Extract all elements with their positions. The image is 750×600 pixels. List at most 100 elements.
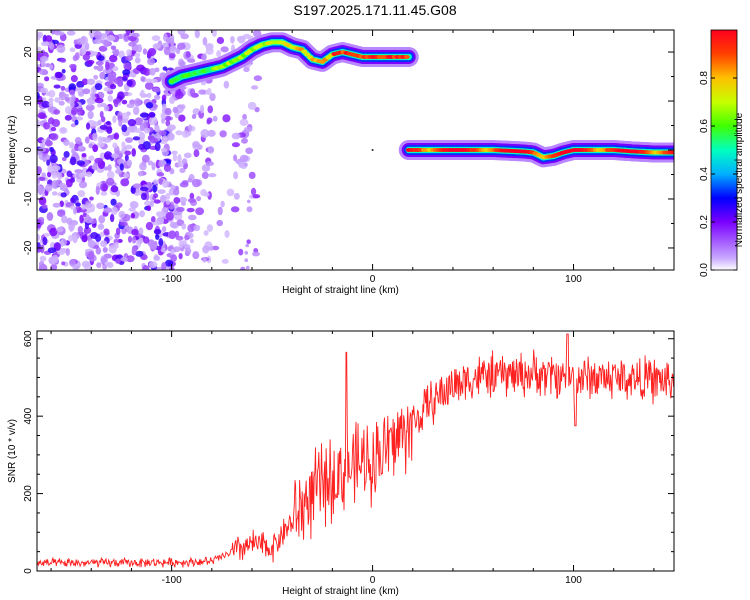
noise-blob [233, 154, 238, 162]
noise-blob [164, 115, 172, 122]
noise-blob [148, 112, 156, 118]
noise-blob [207, 129, 216, 137]
noise-blob [121, 99, 128, 105]
noise-blob [51, 191, 58, 196]
colorbar-label: Normalized spectral amplitude [734, 112, 745, 247]
noise-blob [239, 118, 249, 126]
noise-blob [45, 154, 51, 161]
noise-blob [139, 162, 147, 171]
noise-blob [113, 78, 123, 85]
noise-blob [103, 166, 109, 171]
noise-blob [191, 178, 201, 188]
noise-blob [133, 98, 142, 107]
noise-blob [153, 179, 159, 185]
noise-blob [96, 262, 102, 268]
noise-blob [149, 67, 156, 76]
noise-blob [160, 247, 166, 253]
noise-blob [102, 68, 112, 74]
noise-blob [246, 206, 253, 213]
noise-blob [63, 139, 70, 146]
noise-blob [103, 231, 110, 236]
noise-blob [241, 137, 248, 144]
noise-blob [103, 253, 113, 259]
noise-blob [70, 100, 75, 109]
noise-blob [109, 83, 117, 90]
noise-blob [202, 37, 208, 46]
noise-blob [243, 126, 253, 133]
noise-blob [103, 151, 113, 160]
noise-blob [111, 153, 120, 159]
noise-blob [166, 199, 171, 205]
noise-blob [39, 255, 47, 262]
noise-blob [103, 39, 109, 48]
noise-blob [170, 248, 175, 256]
noise-blob [217, 206, 223, 216]
colorbar-tick-label: 0.6 [699, 119, 710, 133]
noise-blob [196, 195, 202, 202]
noise-blob [220, 46, 229, 53]
noise-blob [165, 120, 171, 127]
noise-blob [179, 167, 186, 173]
noise-blob [110, 45, 117, 50]
noise-blob [61, 215, 68, 224]
noise-blob [40, 87, 49, 94]
noise-blob [79, 48, 87, 56]
noise-blob [87, 99, 92, 107]
noise-blob [37, 31, 44, 39]
noise-blob [134, 57, 141, 64]
noise-blob [37, 91, 40, 100]
noise-blob [109, 54, 118, 63]
noise-blob [216, 36, 225, 45]
noise-blob [153, 228, 162, 235]
noise-blob [50, 264, 58, 270]
noise-blob [90, 232, 99, 239]
noise-blob [61, 156, 67, 162]
noise-blob [123, 62, 132, 70]
noise-blob [113, 242, 119, 249]
noise-blob [72, 54, 78, 62]
noise-blob [70, 197, 75, 203]
snr-series-line [37, 333, 674, 568]
noise-blob [121, 118, 129, 124]
noise-blob [81, 78, 89, 86]
noise-blob [160, 147, 168, 153]
noise-blob [46, 212, 54, 221]
noise-blob [57, 172, 63, 180]
noise-blob [212, 30, 217, 37]
noise-blob [189, 238, 194, 244]
noise-blob [206, 119, 211, 125]
noise-blob [148, 261, 158, 269]
noise-blob [107, 170, 115, 180]
noise-blob [113, 48, 120, 57]
noise-blob [115, 227, 121, 235]
noise-blob [135, 250, 144, 257]
noise-blob [92, 51, 98, 56]
noise-blob [187, 58, 196, 63]
noise-blob [161, 262, 167, 270]
noise-blob [158, 177, 164, 185]
noise-blob [131, 245, 139, 251]
noise-blob [55, 165, 61, 171]
noise-blob [175, 130, 183, 136]
noise-blob [112, 115, 117, 123]
noise-blob [118, 118, 123, 127]
noise-blob [205, 47, 214, 55]
noise-blob [110, 198, 117, 206]
noise-blob [187, 198, 197, 203]
noise-blob [95, 60, 104, 66]
noise-blob [72, 234, 78, 243]
noise-blob [128, 41, 136, 47]
noise-blob [193, 149, 200, 158]
bottom-x-tick-label: 0 [370, 575, 376, 586]
noise-blob [38, 176, 46, 181]
noise-blob [212, 115, 218, 122]
noise-blob [136, 43, 143, 53]
noise-blob [138, 171, 143, 177]
noise-blob [176, 206, 185, 212]
noise-blob [77, 225, 83, 234]
noise-blob [170, 184, 176, 191]
noise-blob [49, 154, 58, 164]
noise-blob [80, 36, 89, 45]
noise-blob [243, 66, 250, 73]
noise-blob [147, 92, 152, 99]
